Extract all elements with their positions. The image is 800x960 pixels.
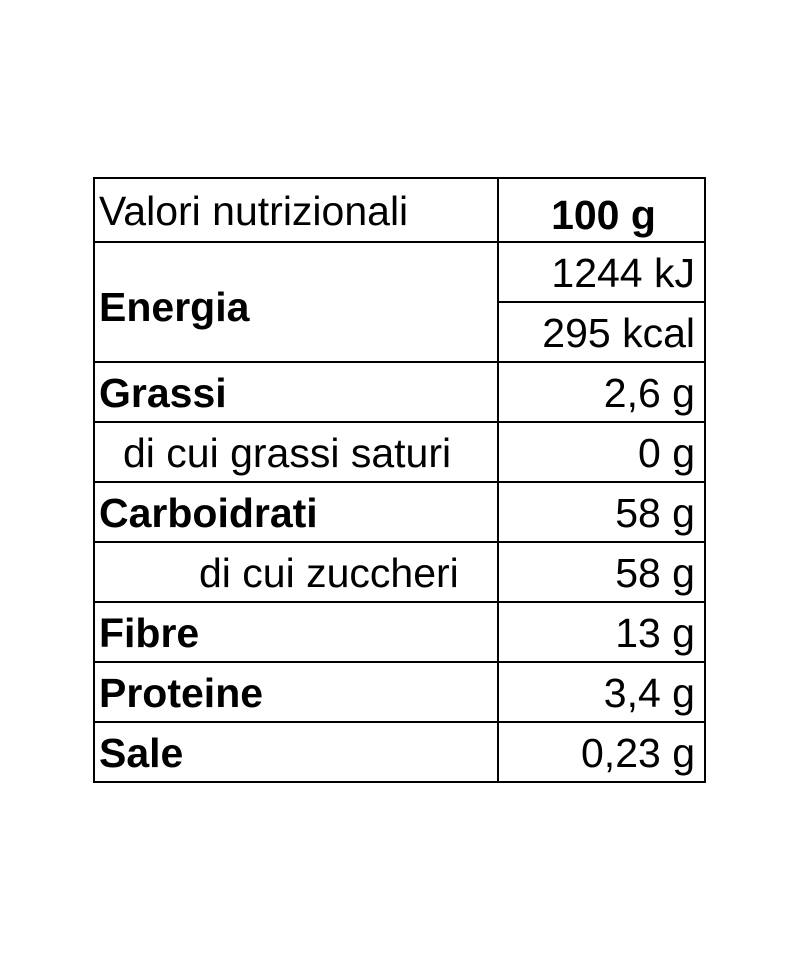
row-value-sale: 0,23 g xyxy=(581,730,695,776)
row-value-grassi: 2,6 g xyxy=(603,370,695,416)
row-divider xyxy=(95,541,704,543)
row-label-zuccheri: di cui zuccheri xyxy=(199,550,459,596)
row-value-zuccheri: 58 g xyxy=(615,550,695,596)
row-value-fibre: 13 g xyxy=(615,610,695,656)
row-label-grassi-saturi: di cui grassi saturi xyxy=(123,430,452,476)
row-label-proteine: Proteine xyxy=(99,670,264,716)
nutrition-table: Valori nutrizionali 100 g Energia 1244 k… xyxy=(93,177,706,783)
row-label-sale: Sale xyxy=(99,730,184,776)
row-value-proteine: 3,4 g xyxy=(603,670,695,716)
row-divider xyxy=(95,601,704,603)
row-divider xyxy=(95,421,704,423)
row-divider xyxy=(95,241,704,243)
row-divider xyxy=(95,661,704,663)
row-divider xyxy=(95,481,704,483)
energy-kcal: 295 kcal xyxy=(542,310,695,356)
row-label-grassi: Grassi xyxy=(99,370,227,416)
column-divider xyxy=(497,179,499,781)
header-label: Valori nutrizionali xyxy=(99,188,409,234)
row-divider xyxy=(95,361,704,363)
energy-label: Energia xyxy=(99,284,250,330)
row-label-carboidrati: Carboidrati xyxy=(99,490,318,536)
row-value-carboidrati: 58 g xyxy=(615,490,695,536)
row-label-fibre: Fibre xyxy=(99,610,200,656)
row-divider xyxy=(499,301,704,303)
header-per: 100 g xyxy=(551,192,656,238)
row-divider xyxy=(95,721,704,723)
energy-kj: 1244 kJ xyxy=(551,250,695,296)
row-value-grassi-saturi: 0 g xyxy=(638,430,695,476)
